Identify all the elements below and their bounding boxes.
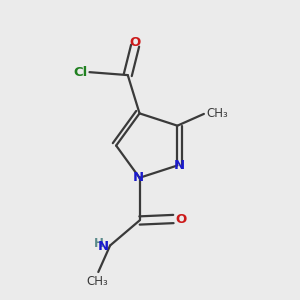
- Text: N: N: [133, 171, 144, 184]
- Text: CH₃: CH₃: [86, 275, 108, 288]
- Text: H: H: [94, 237, 103, 250]
- Text: Cl: Cl: [74, 66, 88, 79]
- Text: CH₃: CH₃: [206, 107, 228, 120]
- Text: O: O: [130, 36, 141, 49]
- Text: O: O: [176, 212, 187, 226]
- Text: N: N: [173, 159, 184, 172]
- Text: N: N: [98, 241, 109, 254]
